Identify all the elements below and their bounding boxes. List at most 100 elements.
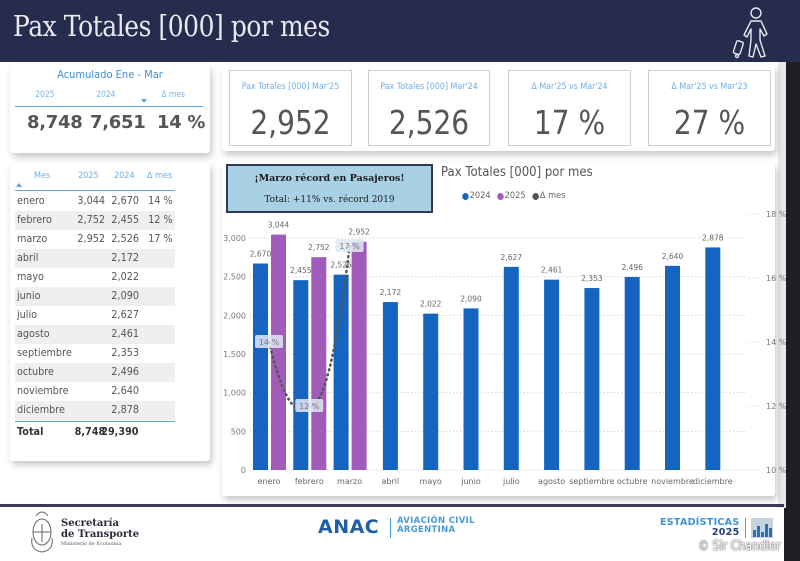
value-2024-cell: 2,526 bbox=[111, 233, 139, 245]
legend-dot-icon bbox=[497, 192, 504, 200]
value-2024-cell: 2,353 bbox=[111, 347, 139, 359]
table-row[interactable]: septiembre 2,353 bbox=[15, 344, 175, 363]
sort-ascending-icon[interactable] bbox=[16, 183, 22, 187]
total-2024: 29,390 bbox=[101, 426, 139, 438]
secretaria-line1: Secretaría bbox=[61, 518, 119, 529]
total-divider bbox=[15, 421, 175, 422]
month-cell: septiembre bbox=[17, 347, 72, 359]
table-row[interactable]: octubre 2,496 bbox=[15, 363, 175, 382]
table-row[interactable]: enero 3,044 2,670 14 % bbox=[15, 192, 175, 211]
month-cell: junio bbox=[17, 290, 41, 302]
callout-subline: Total: +11% vs. récord 2019 bbox=[264, 195, 395, 205]
summary-header-delta[interactable]: Δ mes bbox=[161, 90, 186, 100]
sort-descending-icon[interactable] bbox=[141, 99, 147, 103]
summary-value-2024: 7,651 bbox=[90, 112, 146, 133]
chart-title: Pax Totales [000] por mes bbox=[441, 165, 593, 180]
legend-item-2024[interactable]: 2024 bbox=[462, 191, 491, 201]
summary-card: Acumulado Ene - Mar 2025 2024 Δ mes 8,74… bbox=[10, 65, 210, 153]
table-row[interactable]: agosto 2,461 bbox=[15, 325, 175, 344]
page-title: Pax Totales [000] por mes bbox=[13, 9, 330, 43]
callout-headline: ¡Marzo récord en Pasajeros! bbox=[254, 173, 405, 184]
estadisticas-logo: ESTADÍSTICAS 2025 bbox=[660, 518, 739, 538]
month-cell: noviembre bbox=[17, 385, 69, 397]
value-2025-cell: 2,952 bbox=[77, 233, 105, 245]
kpi-value: 2,952 bbox=[250, 103, 331, 142]
column-header-mes[interactable]: Mes bbox=[34, 171, 51, 181]
column-header-2025[interactable]: 2025 bbox=[78, 171, 99, 181]
anac-subtitle-line1: AVIACIÓN CIVIL bbox=[397, 516, 475, 526]
secretaria-line2: de Transporte bbox=[61, 529, 140, 540]
kpi-value: 17 % bbox=[533, 103, 606, 142]
month-cell: mayo bbox=[17, 271, 44, 283]
estadisticas-label: ESTADÍSTICAS bbox=[660, 517, 740, 528]
header-divider bbox=[15, 190, 175, 191]
table-row[interactable]: febrero 2,752 2,455 12 % bbox=[15, 211, 175, 230]
window-edge bbox=[784, 62, 800, 561]
value-2025-cell: 2,752 bbox=[77, 214, 105, 226]
legend-label: 2025 bbox=[504, 191, 526, 201]
anac-subtitle: AVIACIÓN CIVIL ARGENTINA bbox=[397, 517, 475, 535]
legend-dot-icon bbox=[532, 192, 539, 200]
anac-logo: ANAC bbox=[318, 516, 380, 538]
anac-subtitle-line2: ARGENTINA bbox=[397, 525, 456, 535]
chart-legend: 2024 2025 Δ mes bbox=[461, 191, 567, 201]
secretaria-line3: Ministerio de Economía bbox=[61, 541, 122, 547]
legend-label: 2024 bbox=[469, 191, 491, 201]
value-2024-cell: 2,090 bbox=[111, 290, 139, 302]
column-header-2024[interactable]: 2024 bbox=[114, 171, 135, 181]
value-2024-cell: 2,496 bbox=[111, 366, 139, 378]
kpi-card-delta-mar24: Δ Mar'25 vs Mar'24 17 % bbox=[508, 70, 631, 146]
kpi-value: 27 % bbox=[673, 103, 746, 142]
anac-divider bbox=[390, 518, 391, 538]
delta-cell: 17 % bbox=[148, 233, 173, 245]
month-cell: diciembre bbox=[17, 404, 65, 416]
summary-title: Acumulado Ene - Mar bbox=[57, 68, 163, 81]
summary-value-2025: 8,748 bbox=[27, 112, 83, 133]
table-row[interactable]: abril 2,172 bbox=[15, 249, 175, 268]
table-row[interactable]: julio 2,627 bbox=[15, 306, 175, 325]
kpi-card-pax-mar24: Pax Totales [000] Mar'24 2,526 bbox=[368, 70, 490, 146]
summary-value-delta: 14 % bbox=[157, 112, 206, 133]
table-row[interactable]: diciembre 2,878 bbox=[15, 401, 175, 420]
value-2024-cell: 2,455 bbox=[111, 214, 139, 226]
month-cell: febrero bbox=[17, 214, 52, 226]
legend-item-delta[interactable]: Δ mes bbox=[532, 191, 565, 201]
value-2025-cell: 3,044 bbox=[77, 195, 105, 207]
table-total-row: Total 8,748 29,390 bbox=[15, 423, 175, 442]
record-callout: ¡Marzo récord en Pasajeros! Total: +11% … bbox=[226, 164, 433, 213]
delta-cell: 14 % bbox=[148, 195, 173, 207]
table-row[interactable]: marzo 2,952 2,526 17 % bbox=[15, 230, 175, 249]
monthly-table: Mes 2025 2024 Δ mes enero 3,044 2,670 14 % f… bbox=[10, 163, 210, 461]
delta-cell: 12 % bbox=[148, 214, 173, 226]
estadisticas-divider bbox=[745, 518, 746, 538]
table-row[interactable]: junio 2,090 bbox=[15, 287, 175, 306]
legend-label: Δ mes bbox=[539, 191, 566, 201]
kpi-card-pax-mar25: Pax Totales [000] Mar'25 2,952 bbox=[229, 70, 352, 146]
month-cell: enero bbox=[17, 195, 45, 207]
value-2024-cell: 2,640 bbox=[111, 385, 139, 397]
column-header-delta[interactable]: Δ mes bbox=[147, 171, 173, 181]
legend-dot-icon bbox=[462, 192, 469, 200]
month-cell: abril bbox=[17, 252, 39, 264]
kpi-label: Δ Mar'25 vs Mar'23 bbox=[671, 82, 748, 92]
traveler-with-suitcase-icon bbox=[732, 7, 768, 59]
legend-item-2025[interactable]: 2025 bbox=[497, 191, 526, 201]
window-edge-inner bbox=[778, 62, 786, 508]
summary-header-2025[interactable]: 2025 bbox=[35, 90, 55, 100]
footer-divider bbox=[0, 504, 784, 507]
value-2024-cell: 2,461 bbox=[111, 328, 139, 340]
month-cell: julio bbox=[17, 309, 38, 321]
total-2025: 8,748 bbox=[74, 426, 105, 438]
argentina-coat-of-arms-icon bbox=[31, 511, 53, 553]
table-row[interactable]: mayo 2,022 bbox=[15, 268, 175, 287]
secretaria-logo: Secretaría de Transporte Ministerio de E… bbox=[61, 518, 139, 548]
header-bar: Pax Totales [000] por mes bbox=[0, 0, 800, 62]
value-2024-cell: 2,670 bbox=[111, 195, 139, 207]
summary-header-2024[interactable]: 2024 bbox=[96, 90, 116, 100]
value-2024-cell: 2,022 bbox=[111, 271, 139, 283]
table-row[interactable]: noviembre 2,640 bbox=[15, 382, 175, 401]
kpi-value: 2,526 bbox=[388, 103, 470, 142]
estadisticas-year: 2025 bbox=[711, 527, 740, 538]
month-cell: marzo bbox=[17, 233, 48, 245]
kpi-card-delta-mar23: Δ Mar'25 vs Mar'23 27 % bbox=[648, 70, 771, 146]
